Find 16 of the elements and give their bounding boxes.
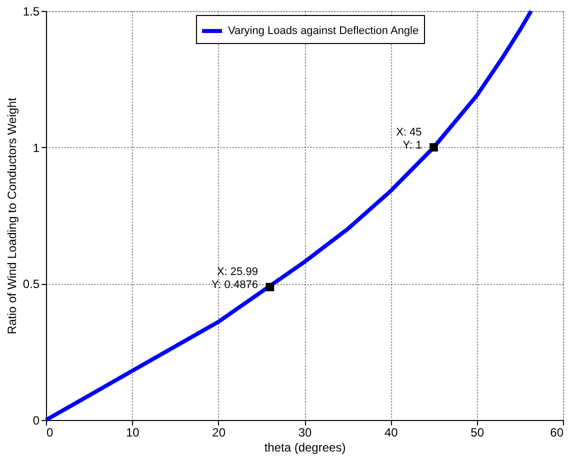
y-axis-title: Ratio of Wind Loading to Conductors Weight — [4, 97, 19, 334]
x-tick-label: 40 — [384, 426, 398, 440]
x-tick-label: 0 — [46, 426, 54, 440]
y-tick-label: 1.5 — [22, 4, 40, 18]
x-tick-label: 50 — [470, 426, 484, 440]
x-tick-label: 60 — [550, 426, 564, 440]
annotation: X: 45 Y: 1 — [396, 126, 422, 152]
x-tick-label: 30 — [298, 426, 312, 440]
x-tick-label: 10 — [126, 426, 140, 440]
y-tick-label: 0.5 — [22, 277, 40, 292]
annotation: X: 25.99 Y: 0.4876 — [211, 266, 258, 292]
x-axis-title: theta (degrees) — [264, 440, 346, 454]
x-tick-label: 20 — [212, 426, 226, 440]
y-tick-label: 1 — [32, 140, 40, 155]
legend-label: Varying Loads against Deflection Angle — [228, 25, 419, 37]
y-tick-label: 0 — [32, 414, 40, 428]
